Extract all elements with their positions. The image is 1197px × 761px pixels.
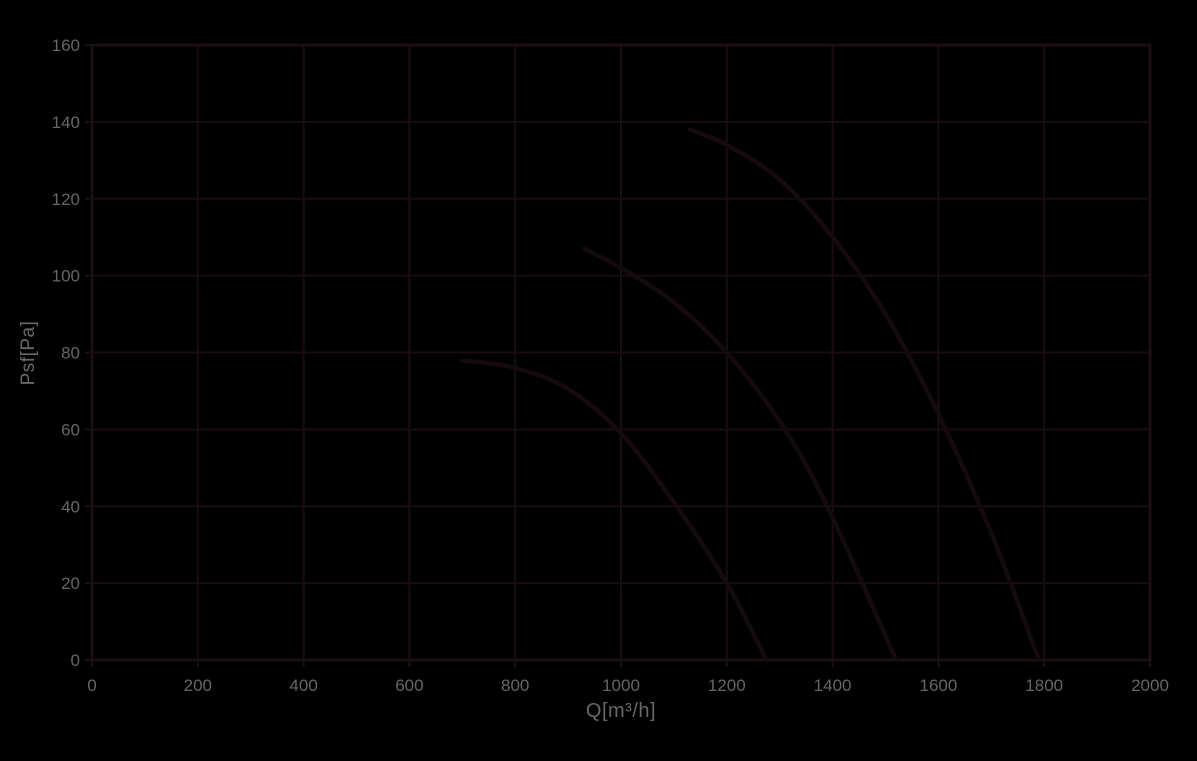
y-tick-label: 140 <box>52 113 80 132</box>
x-tick-label: 1600 <box>919 676 957 695</box>
y-tick-label: 160 <box>52 36 80 55</box>
x-tick-label: 200 <box>184 676 212 695</box>
y-tick-label: 40 <box>61 497 80 516</box>
x-tick-label: 1200 <box>708 676 746 695</box>
y-tick-label: 20 <box>61 574 80 593</box>
x-tick-label: 800 <box>501 676 529 695</box>
y-tick-label: 120 <box>52 190 80 209</box>
fan-curve-medium <box>581 246 899 663</box>
plot-border <box>90 43 1152 662</box>
y-tick-label: 100 <box>52 267 80 286</box>
x-tick-label: 400 <box>289 676 317 695</box>
x-tick-label: 0 <box>87 676 96 695</box>
x-tick-label: 600 <box>395 676 423 695</box>
y-tick-label: 80 <box>61 344 80 363</box>
x-tick-label: 1000 <box>602 676 640 695</box>
y-tick-label: 60 <box>61 420 80 439</box>
x-tick-label: 1400 <box>814 676 852 695</box>
fan-curve-small <box>460 357 769 663</box>
x-tick-label: 1800 <box>1025 676 1063 695</box>
x-tick-label: 2000 <box>1131 676 1169 695</box>
x-axis-title: Q[m³/h] <box>585 700 657 722</box>
fan-curve-large <box>687 127 1042 663</box>
y-axis-title: Psf[Pa] <box>18 320 39 386</box>
y-tick-label: 0 <box>71 651 80 670</box>
